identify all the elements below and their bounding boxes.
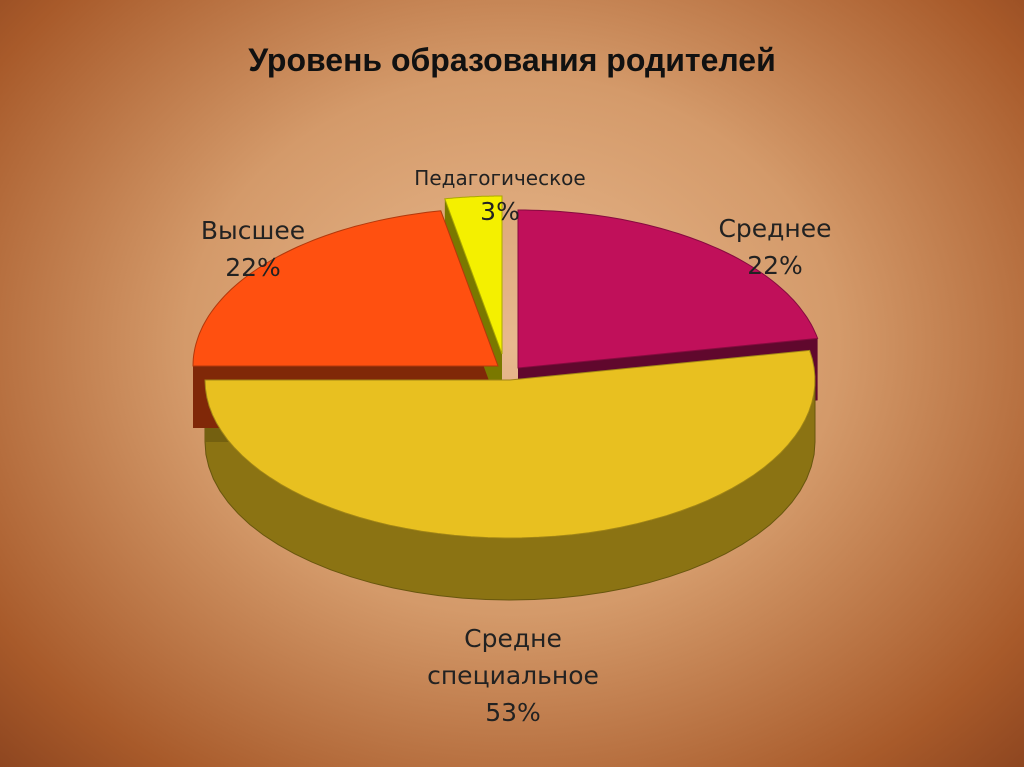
data-label: Высшее 22% (201, 212, 305, 286)
chart-title: Уровень образования родителей (248, 42, 776, 78)
slice (444, 195, 503, 355)
category-label: Педагогическое (414, 166, 586, 190)
category-label: Высшее (200, 216, 306, 245)
value-label: 22% (225, 253, 281, 282)
data-label: Педагогическое 3% (414, 162, 585, 228)
value-label: 22% (747, 251, 803, 280)
slice (204, 349, 816, 539)
category-label: Средне специальное (427, 624, 599, 690)
data-label: Среднее 22% (718, 210, 831, 284)
value-label: 3% (480, 197, 520, 226)
data-label: Средне специальное 53% (423, 620, 603, 731)
category-label: Среднее (718, 214, 832, 243)
slice (192, 210, 499, 367)
value-label: 53% (485, 698, 541, 727)
slice (517, 209, 819, 369)
